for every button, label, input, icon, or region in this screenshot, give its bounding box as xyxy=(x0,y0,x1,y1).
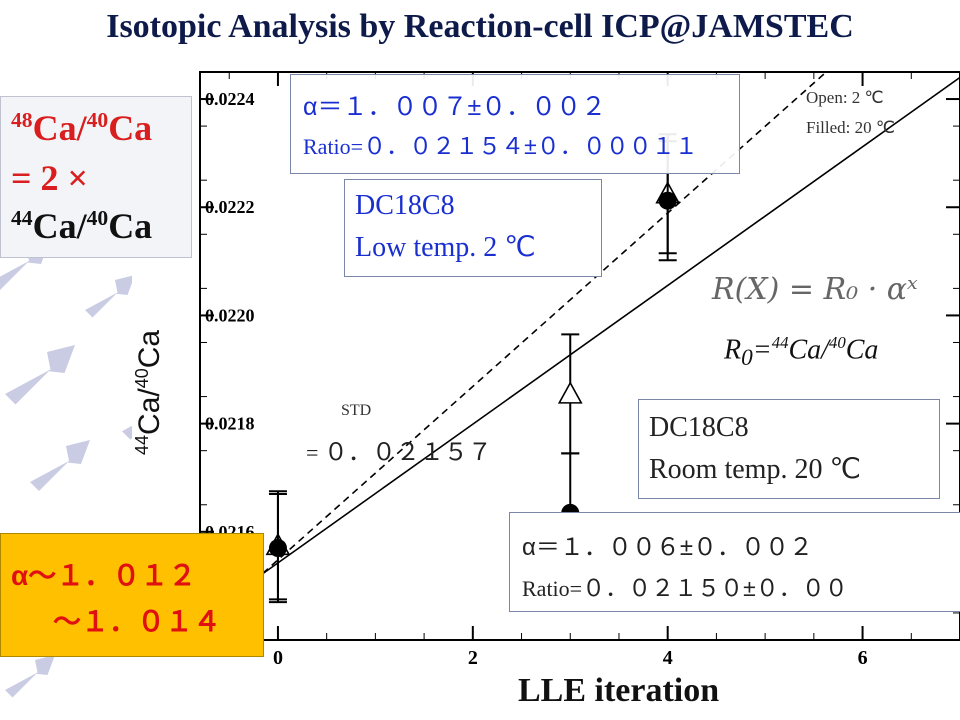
relation-line-1: 48Ca/40Ca xyxy=(11,107,152,149)
low-temp-column: DC18C8 xyxy=(355,190,455,221)
alpha-low-temp-box: α＝１．００７±０．００２ Ratio=０．０２１５４±０．０００１１ xyxy=(290,74,740,174)
relation-elem-2: Ca xyxy=(108,108,153,148)
data-point-open-triangle xyxy=(557,381,583,404)
ratio-low-value: ０．０２１５４±０．０００１１ xyxy=(363,133,698,159)
r0-mass2: 40 xyxy=(828,333,846,352)
x-tick-label: 4 xyxy=(663,647,673,669)
std-eq: = xyxy=(306,440,324,465)
alpha-room-temp-box: α＝１．００６±０．００２ Ratio=０．０２１５０±０．００ xyxy=(509,512,960,612)
std-label: STD xyxy=(341,402,372,419)
legend-filled: Filled: 20 ℃ xyxy=(806,118,895,137)
ratio-low-prefix: Ratio= xyxy=(303,134,364,159)
x-axis-label: LLE iteration xyxy=(518,672,720,709)
slide-title: Isotopic Analysis by Reaction-cell ICP@J… xyxy=(106,8,854,45)
x-tick-label: 6 xyxy=(858,647,868,669)
alpha-result-line-1: α～１．０１２ xyxy=(11,560,197,591)
low-temp-label-box: DC18C8 Low temp. 2 ℃ xyxy=(344,179,602,277)
y-tick-label: 0.0220 xyxy=(205,305,255,325)
relation-line-3: 44Ca/40Ca xyxy=(11,205,152,247)
ratio-room-prefix: Ratio= xyxy=(522,576,583,601)
relation-mass-44: 44 xyxy=(11,206,33,230)
alpha-result-box: α～１．０１２ ～１．０１４ xyxy=(0,533,264,657)
r0-end: Ca xyxy=(845,334,879,366)
model-formula: R(X) = R₀ · αˣ xyxy=(712,272,918,307)
relation-line-2: = 2 × xyxy=(11,158,89,198)
r0-sub: 0 xyxy=(741,344,753,371)
room-temp-column: DC18C8 xyxy=(649,412,749,443)
x-tick-label: 0 xyxy=(273,647,283,669)
fit-line-room-temp xyxy=(200,76,960,620)
relation-elem-3: Ca/ xyxy=(32,206,87,246)
ratio-low-line: Ratio=０．０２１５４±０．０００１１ xyxy=(303,127,698,161)
std-value: ０．０２１５７ xyxy=(323,439,492,466)
room-temp-condition: Room temp. 20 ℃ xyxy=(649,454,861,485)
decorative-arrow-shape xyxy=(5,345,75,405)
r0-mid: Ca/ xyxy=(788,334,829,366)
relation-mass-40a: 40 xyxy=(86,108,109,132)
r0-mass1: 44 xyxy=(771,333,789,352)
alpha-result-line-2: ～１．０１４ xyxy=(53,606,222,637)
ratio-relation-box: 48Ca/40Ca = 2 × 44Ca/40Ca xyxy=(0,96,192,258)
data-point-filled-circle xyxy=(268,539,287,558)
y-axis-label-mid: Ca/ xyxy=(133,388,166,435)
alpha-low-value: α＝１．００７±０．００２ xyxy=(303,93,607,121)
plot-frame xyxy=(199,71,960,641)
y-tick-label: 0.0222 xyxy=(205,197,255,217)
data-point-filled-circle xyxy=(658,191,677,210)
decorative-arrow-shape xyxy=(30,440,90,491)
y-tick-label: 0.0218 xyxy=(205,414,255,434)
y-axis-label: 44Ca/40Ca xyxy=(132,330,167,455)
fit-line-low-temp xyxy=(200,72,828,630)
ratio-room-value: ０．０２１５０±０．００ xyxy=(582,575,848,601)
relation-elem-1: Ca/ xyxy=(32,108,87,148)
alpha-room-value: α＝１．００６±０．００２ xyxy=(522,534,814,561)
x-tick-label: 2 xyxy=(468,647,478,669)
room-temp-label-box: DC18C8 Room temp. 20 ℃ xyxy=(638,399,940,499)
low-temp-condition: Low temp. 2 ℃ xyxy=(355,232,536,263)
std-value-line: = ０．０２１５７ xyxy=(306,432,492,467)
y-axis-label-mass1: 44 xyxy=(132,434,152,455)
y-tick-label: 0.0224 xyxy=(205,89,255,109)
r0-definition: R0=44Ca/40Ca xyxy=(724,333,878,372)
r0-prefix: R xyxy=(724,334,742,366)
y-axis-label-end: Ca xyxy=(133,329,166,369)
ratio-room-line: Ratio=０．０２１５０±０．００ xyxy=(522,569,848,603)
decorative-arrow-shape xyxy=(85,275,135,318)
legend-open: Open: 2 ℃ xyxy=(806,88,884,107)
r0-eq: = xyxy=(752,334,772,366)
decorative-arrow-shape xyxy=(5,655,55,698)
relation-elem-4: Ca xyxy=(108,206,153,246)
y-axis-label-mass2: 40 xyxy=(132,368,152,389)
relation-mass-40b: 40 xyxy=(86,206,109,230)
relation-mass-48: 48 xyxy=(11,108,33,132)
